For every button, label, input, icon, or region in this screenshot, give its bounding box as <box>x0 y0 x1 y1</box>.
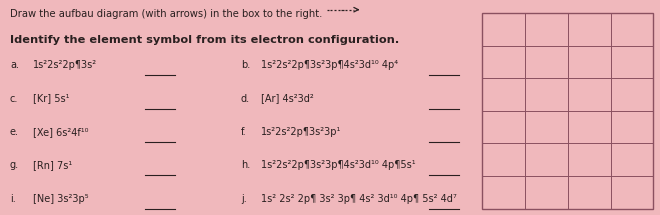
Text: Identify the element symbol from its electron configuration.: Identify the element symbol from its ele… <box>10 35 399 46</box>
Text: e.: e. <box>10 127 19 137</box>
Text: [Xe] 6s²4f¹⁰: [Xe] 6s²4f¹⁰ <box>33 127 88 137</box>
Text: h.: h. <box>241 160 250 170</box>
Text: f.: f. <box>241 127 247 137</box>
Text: b.: b. <box>241 60 250 70</box>
Text: 1s²2s²2p¶3s²: 1s²2s²2p¶3s² <box>33 60 97 70</box>
Text: [Ar] 4s²3d²: [Ar] 4s²3d² <box>261 94 313 104</box>
Text: a.: a. <box>10 60 19 70</box>
Text: 1s²2s²2p¶3s²3p¶4s²3d¹⁰ 4p⁴: 1s²2s²2p¶3s²3p¶4s²3d¹⁰ 4p⁴ <box>261 60 398 70</box>
Text: g.: g. <box>10 160 19 170</box>
Bar <box>482 13 653 209</box>
Text: j.: j. <box>241 194 247 204</box>
Text: 1s² 2s² 2p¶ 3s² 3p¶ 4s² 3d¹⁰ 4p¶ 5s² 4d⁷: 1s² 2s² 2p¶ 3s² 3p¶ 4s² 3d¹⁰ 4p¶ 5s² 4d⁷ <box>261 194 457 204</box>
Text: 1s²2s²2p¶3s²3p¶4s²3d¹⁰ 4p¶5s¹: 1s²2s²2p¶3s²3p¶4s²3d¹⁰ 4p¶5s¹ <box>261 160 415 170</box>
Text: [Ne] 3s²3p⁵: [Ne] 3s²3p⁵ <box>33 194 88 204</box>
Text: 1s²2s²2p¶3s²3p¹: 1s²2s²2p¶3s²3p¹ <box>261 127 341 137</box>
Text: [Rn] 7s¹: [Rn] 7s¹ <box>33 160 72 170</box>
Text: i.: i. <box>10 194 16 204</box>
Text: d.: d. <box>241 94 250 104</box>
Text: [Kr] 5s¹: [Kr] 5s¹ <box>33 94 69 104</box>
Text: Draw the aufbau diagram (with arrows) in the box to the right.: Draw the aufbau diagram (with arrows) in… <box>10 9 322 19</box>
Text: c.: c. <box>10 94 18 104</box>
